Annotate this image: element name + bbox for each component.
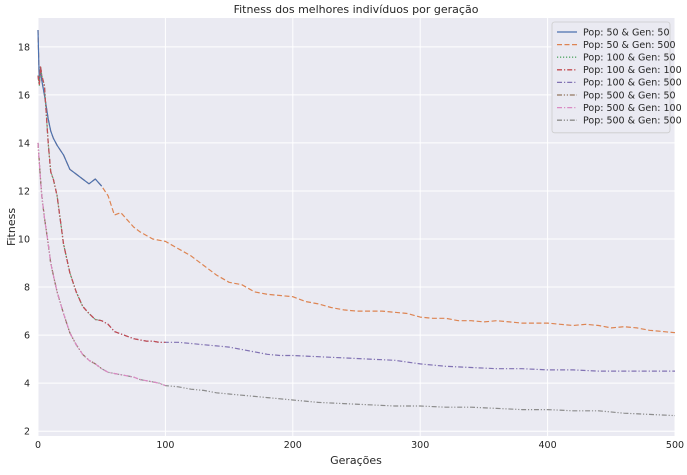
series-line-6	[37, 142, 166, 387]
y-tick-label: 16	[18, 90, 30, 101]
x-tick-label: 300	[411, 440, 429, 451]
x-tick-label: 200	[284, 440, 302, 451]
series-line-5	[37, 142, 103, 370]
legend-box	[551, 21, 671, 134]
legend-label: Pop: 500 & Gen: 500	[583, 116, 682, 127]
y-tick-label: 10	[18, 235, 30, 246]
y-tick-label: 18	[18, 42, 30, 53]
y-axis-label: Fitness	[5, 208, 18, 246]
series-line-3	[37, 65, 166, 343]
tick-labels: 0 100 200 300 400 500 2 4 6 8 10 12 14 16 18	[18, 42, 684, 451]
legend-label: Pop: 50 & Gen: 500	[583, 40, 676, 51]
legend-label: Pop: 50 & Gen: 50	[583, 27, 670, 38]
y-tick-label: 12	[18, 186, 30, 197]
series-line-0	[37, 29, 103, 187]
legend: Pop: 50 & Gen: 50 Pop: 50 & Gen: 500 Pop: …	[551, 21, 682, 134]
grid-lines	[37, 18, 676, 436]
y-tick-label: 8	[24, 283, 30, 294]
x-tick-label: 500	[666, 440, 684, 451]
legend-label: Pop: 100 & Gen: 50	[583, 53, 676, 64]
series-line-1	[37, 29, 676, 334]
legend-label: Pop: 100 & Gen: 100	[583, 65, 682, 76]
x-tick-label: 0	[35, 440, 41, 451]
y-tick-label: 14	[18, 138, 30, 149]
legend-label: Pop: 500 & Gen: 100	[583, 103, 682, 114]
x-axis-label: Gerações	[330, 454, 382, 467]
x-tick-label: 100	[156, 440, 174, 451]
y-tick-label: 2	[24, 427, 30, 438]
legend-label: Pop: 100 & Gen: 500	[583, 78, 682, 89]
chart-title: Fitness dos melhores indivíduos por gera…	[234, 3, 479, 16]
series-layer	[37, 29, 676, 417]
y-tick-label: 4	[24, 379, 30, 390]
y-tick-label: 6	[24, 331, 30, 342]
x-tick-label: 400	[539, 440, 557, 451]
legend-label: Pop: 500 & Gen: 50	[583, 90, 676, 101]
